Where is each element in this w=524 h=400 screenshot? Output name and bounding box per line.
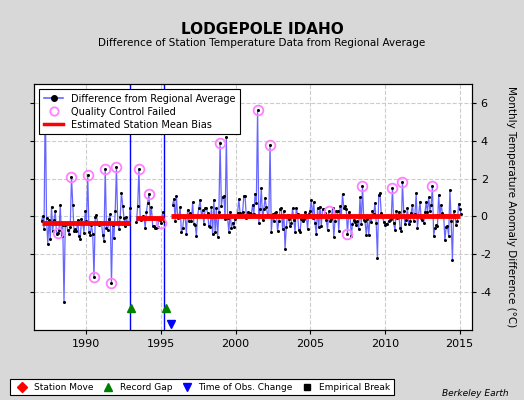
Text: Berkeley Earth: Berkeley Earth [442,389,508,398]
Y-axis label: Monthly Temperature Anomaly Difference (°C): Monthly Temperature Anomaly Difference (… [506,86,516,328]
Text: Difference of Station Temperature Data from Regional Average: Difference of Station Temperature Data f… [99,38,425,48]
Legend: Difference from Regional Average, Quality Control Failed, Estimated Station Mean: Difference from Regional Average, Qualit… [39,89,241,134]
Legend: Station Move, Record Gap, Time of Obs. Change, Empirical Break: Station Move, Record Gap, Time of Obs. C… [10,379,394,396]
Text: LODGEPOLE IDAHO: LODGEPOLE IDAHO [181,22,343,37]
